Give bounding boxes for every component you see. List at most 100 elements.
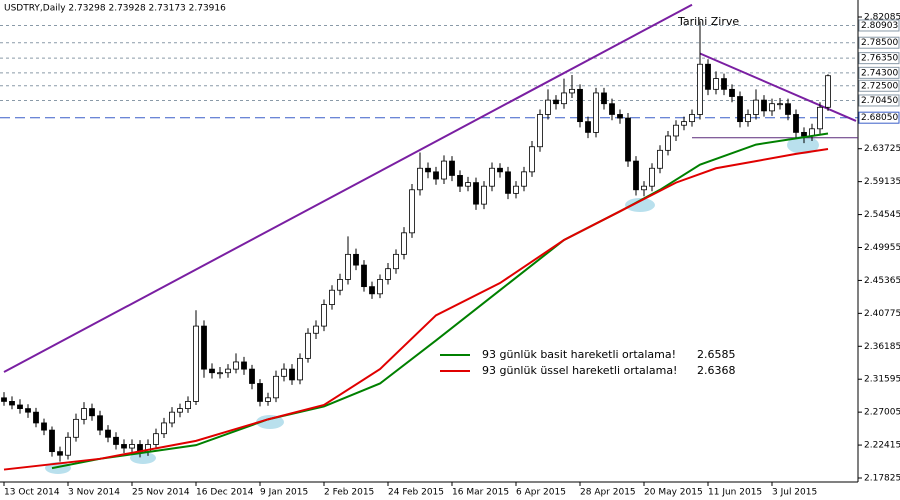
x-tick-label: 2 Feb 2015 xyxy=(324,488,374,498)
candle-body xyxy=(505,171,511,194)
candle-body xyxy=(649,167,655,187)
x-tick-label: 3 Nov 2014 xyxy=(68,488,120,498)
candle-body xyxy=(553,99,559,105)
y-tick-label: 2.49955 xyxy=(864,243,900,253)
x-tick-label: 6 Apr 2015 xyxy=(516,488,566,498)
candle-body xyxy=(177,408,183,413)
candle-body xyxy=(729,88,735,97)
candle-body xyxy=(793,114,799,133)
candle-body xyxy=(265,397,271,402)
candle-body xyxy=(281,368,287,377)
candle-body xyxy=(657,149,663,169)
level-label-box xyxy=(858,94,900,107)
legend-value: 2.6585 xyxy=(697,348,736,361)
candle-body xyxy=(49,429,55,453)
candle-body xyxy=(217,372,223,375)
y-tick-label: 2.17825 xyxy=(864,473,900,483)
candle-body xyxy=(825,75,831,108)
candle-body xyxy=(673,124,679,137)
candle-body xyxy=(521,171,527,187)
candle-body xyxy=(529,146,535,173)
candle-body xyxy=(457,175,463,187)
candle-body xyxy=(201,325,207,370)
candle-body xyxy=(577,88,583,123)
candle-body xyxy=(209,368,215,374)
candle-body xyxy=(361,264,367,288)
candle-body xyxy=(625,117,631,162)
candle-body xyxy=(497,167,503,173)
legend-label: 93 günlük üssel hareketli ortalama! xyxy=(482,364,677,377)
candle-body xyxy=(681,121,687,126)
candle-body xyxy=(665,135,671,151)
candle-body xyxy=(601,92,607,105)
level-label-box xyxy=(858,19,900,32)
candle-body xyxy=(697,63,703,115)
candle-body xyxy=(25,408,31,413)
candle-body xyxy=(537,114,543,148)
x-tick-label: 16 Mar 2015 xyxy=(452,488,509,498)
candle-body xyxy=(433,171,439,180)
candle-body xyxy=(273,375,279,399)
legend-value: 2.6368 xyxy=(697,364,736,377)
candle-body xyxy=(617,114,623,119)
candle-body xyxy=(289,368,295,381)
candle-body xyxy=(161,422,167,435)
candle-body xyxy=(193,325,199,402)
x-tick-label: 13 Oct 2014 xyxy=(4,488,60,498)
candle-body xyxy=(305,332,311,359)
candle-body xyxy=(41,422,47,431)
candle-body xyxy=(185,401,191,409)
x-tick-label: 3 Jul 2015 xyxy=(772,488,817,498)
legend-label: 93 günlük basit hareketli ortalama! xyxy=(482,348,676,361)
candle-body xyxy=(481,185,487,205)
x-tick-label: 9 Jan 2015 xyxy=(260,488,308,498)
candle-body xyxy=(409,189,415,234)
level-label: 2.72500 xyxy=(861,81,898,91)
level-label: 2.78500 xyxy=(861,38,898,48)
candle-body xyxy=(241,361,247,370)
x-tick-label: 24 Feb 2015 xyxy=(388,488,444,498)
ellipse xyxy=(787,136,819,154)
moving-average xyxy=(51,132,829,470)
trend-line xyxy=(3,3,693,373)
level-label-box xyxy=(858,52,900,65)
candle-body xyxy=(233,361,239,370)
candle-body xyxy=(689,114,695,123)
candle-body xyxy=(353,253,359,266)
candle-body xyxy=(153,433,159,445)
y-tick-label: 2.27005 xyxy=(864,408,900,418)
level-label: 2.80903 xyxy=(861,21,898,31)
candle-body xyxy=(545,99,551,115)
y-tick-label: 2.59135 xyxy=(864,177,900,187)
candle-body xyxy=(65,436,71,456)
candle-body xyxy=(89,408,95,417)
candle-body xyxy=(377,279,383,295)
candle-body xyxy=(585,121,591,133)
y-tick-label: 2.54545 xyxy=(864,210,900,220)
candle-body xyxy=(345,253,351,280)
candle-body xyxy=(801,131,807,137)
candle-body xyxy=(761,99,767,112)
candle-body xyxy=(249,368,255,384)
candle-body xyxy=(105,429,111,438)
candle-body xyxy=(33,411,39,424)
candle-body xyxy=(257,383,263,402)
candle-body xyxy=(425,167,431,173)
y-tick-label: 2.36185 xyxy=(864,342,900,352)
candle-body xyxy=(73,418,79,438)
candle-body xyxy=(473,182,479,205)
candle-body xyxy=(9,401,15,406)
candle-body xyxy=(297,357,303,381)
y-tick-label: 2.31595 xyxy=(864,375,900,385)
x-tick-label: 11 Jun 2015 xyxy=(708,488,762,498)
candle-body xyxy=(817,106,823,130)
candle-body xyxy=(513,185,519,194)
candle-body xyxy=(593,92,599,133)
candle-body xyxy=(169,411,175,424)
level-label: 2.70450 xyxy=(861,96,898,106)
ellipse xyxy=(625,198,655,212)
moving-average xyxy=(3,148,829,471)
candle-body xyxy=(449,160,455,176)
